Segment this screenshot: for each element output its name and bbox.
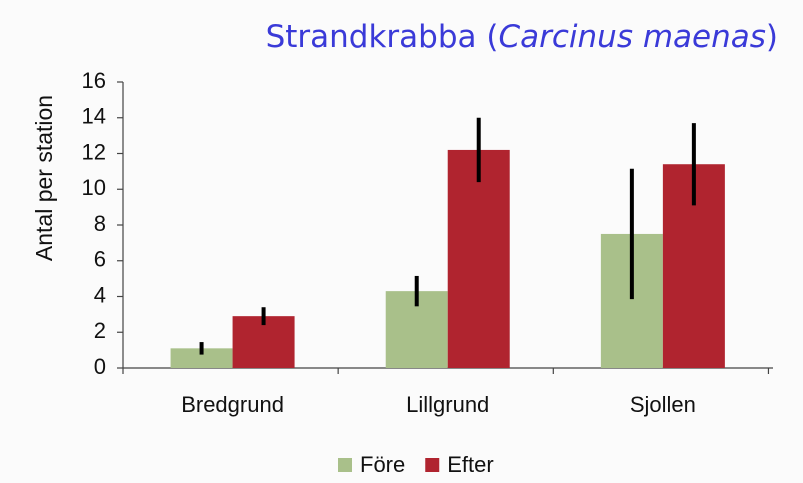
y-tick-label: 14: [82, 104, 106, 129]
title-part: Strandkrabba (: [266, 19, 499, 55]
y-axis-label: Antal per station: [31, 95, 57, 261]
legend-label: Före: [360, 452, 405, 477]
y-tick-label: 8: [94, 211, 106, 236]
y-tick-label: 12: [82, 139, 106, 164]
title-part: Carcinus maenas: [498, 19, 765, 55]
y-tick-label: 16: [82, 68, 106, 93]
legend-swatch: [425, 458, 440, 472]
bar: [170, 348, 233, 368]
y-tick-label: 0: [94, 354, 106, 379]
chart-title: Strandkrabba (Carcinus maenas): [266, 19, 778, 55]
y-tick-label: 2: [94, 318, 106, 343]
y-tick-label: 10: [82, 175, 106, 200]
x-tick-label: Bredgrund: [181, 392, 284, 417]
x-tick-label: Sjollen: [630, 392, 696, 417]
legend-label: Efter: [447, 452, 493, 477]
title-part: ): [766, 19, 778, 55]
bar: [447, 149, 510, 368]
y-tick-label: 6: [94, 247, 106, 272]
x-tick-label: Lillgrund: [406, 392, 489, 417]
y-tick-label: 4: [94, 282, 106, 307]
legend-swatch: [338, 458, 352, 472]
